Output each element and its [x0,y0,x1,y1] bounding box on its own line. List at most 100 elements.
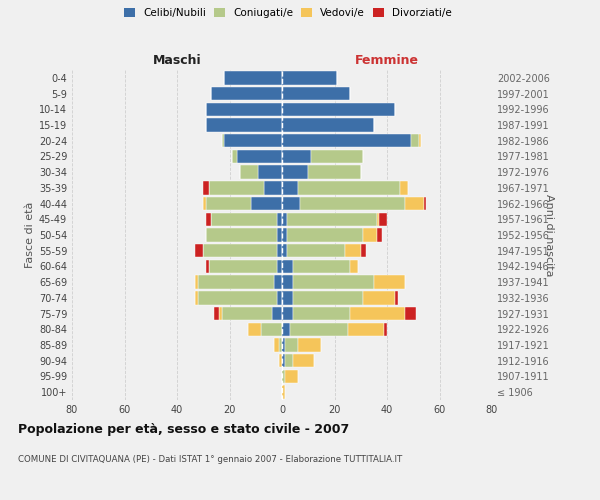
Bar [206,118,282,132]
Bar [219,307,221,320]
Bar [287,228,364,241]
Bar [221,134,224,147]
Bar [203,197,206,210]
Bar [293,260,350,273]
Bar [209,260,277,273]
Text: COMUNE DI CIVITAQUANA (PE) - Dati ISTAT 1° gennaio 2007 - Elaborazione TUTTITALI: COMUNE DI CIVITAQUANA (PE) - Dati ISTAT … [18,455,402,464]
Bar [419,134,421,147]
Bar [301,197,406,210]
Bar [274,276,282,289]
Bar [350,307,406,320]
Bar [385,322,387,336]
Bar [277,291,282,304]
Bar [282,291,293,304]
Bar [209,181,263,194]
Bar [284,370,298,383]
Bar [198,291,277,304]
Bar [287,212,377,226]
Bar [211,87,282,100]
Bar [282,181,298,194]
Bar [282,260,293,273]
Bar [263,181,282,194]
Bar [293,276,374,289]
Bar [251,197,282,210]
Text: Popolazione per età, sesso e stato civile - 2007: Popolazione per età, sesso e stato civil… [18,422,349,436]
Bar [224,134,282,147]
Bar [282,386,284,399]
Bar [274,338,280,351]
Bar [271,307,282,320]
Bar [206,197,251,210]
Bar [206,102,282,116]
Bar [282,87,350,100]
Bar [282,354,284,368]
Legend: Celibi/Nubili, Coniugati/e, Vedovi/e, Divorziati/e: Celibi/Nubili, Coniugati/e, Vedovi/e, Di… [121,5,455,21]
Bar [284,338,298,351]
Bar [282,166,308,179]
Bar [240,166,259,179]
Bar [350,260,358,273]
Bar [259,166,282,179]
Bar [290,322,347,336]
Bar [196,291,198,304]
Bar [196,276,198,289]
Bar [214,307,219,320]
Bar [377,212,379,226]
Bar [206,260,209,273]
Y-axis label: Anni di nascita: Anni di nascita [544,194,554,276]
Bar [298,338,322,351]
Bar [282,322,290,336]
Bar [424,197,427,210]
Bar [261,322,282,336]
Bar [400,181,408,194]
Bar [277,212,282,226]
Bar [293,354,314,368]
Bar [280,338,282,351]
Bar [364,228,377,241]
Bar [284,354,293,368]
Bar [410,134,419,147]
Bar [377,228,382,241]
Bar [203,181,209,194]
Bar [282,71,337,85]
Bar [196,244,203,258]
Bar [282,244,287,258]
Bar [282,276,293,289]
Bar [211,212,277,226]
Bar [282,338,284,351]
Y-axis label: Fasce di età: Fasce di età [25,202,35,268]
Bar [206,228,277,241]
Bar [198,276,274,289]
Bar [277,228,282,241]
Bar [282,370,284,383]
Bar [203,244,277,258]
Bar [406,197,424,210]
Bar [364,291,395,304]
Bar [248,322,261,336]
Bar [282,150,311,163]
Bar [221,307,271,320]
Bar [232,150,238,163]
Bar [298,181,400,194]
Bar [277,244,282,258]
Bar [277,260,282,273]
Bar [280,354,282,368]
Bar [345,244,361,258]
Bar [374,276,406,289]
Bar [282,134,410,147]
Bar [282,102,395,116]
Bar [282,118,374,132]
Bar [347,322,385,336]
Bar [224,71,282,85]
Bar [308,166,361,179]
Bar [293,307,350,320]
Bar [287,244,345,258]
Text: Femmine: Femmine [355,54,419,68]
Bar [282,212,287,226]
Bar [311,150,364,163]
Bar [379,212,387,226]
Bar [238,150,282,163]
Bar [361,244,366,258]
Bar [406,307,416,320]
Bar [282,197,301,210]
